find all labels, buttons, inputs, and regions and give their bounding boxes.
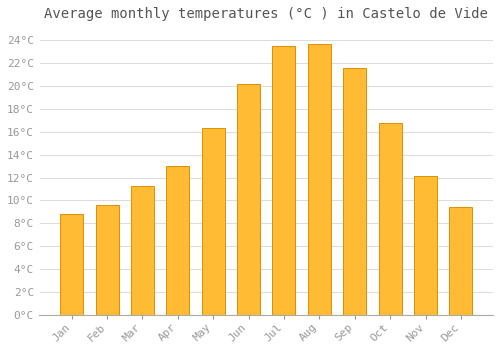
- Bar: [450, 207, 472, 315]
- Bar: [378, 123, 402, 315]
- Bar: [344, 68, 366, 315]
- Title: Average monthly temperatures (°C ) in Castelo de Vide: Average monthly temperatures (°C ) in Ca…: [44, 7, 488, 21]
- Bar: [131, 186, 154, 315]
- Bar: [202, 128, 224, 315]
- Bar: [414, 176, 437, 315]
- Bar: [237, 84, 260, 315]
- Bar: [166, 166, 190, 315]
- Bar: [96, 205, 118, 315]
- Bar: [60, 214, 83, 315]
- Bar: [272, 46, 295, 315]
- Bar: [308, 44, 331, 315]
